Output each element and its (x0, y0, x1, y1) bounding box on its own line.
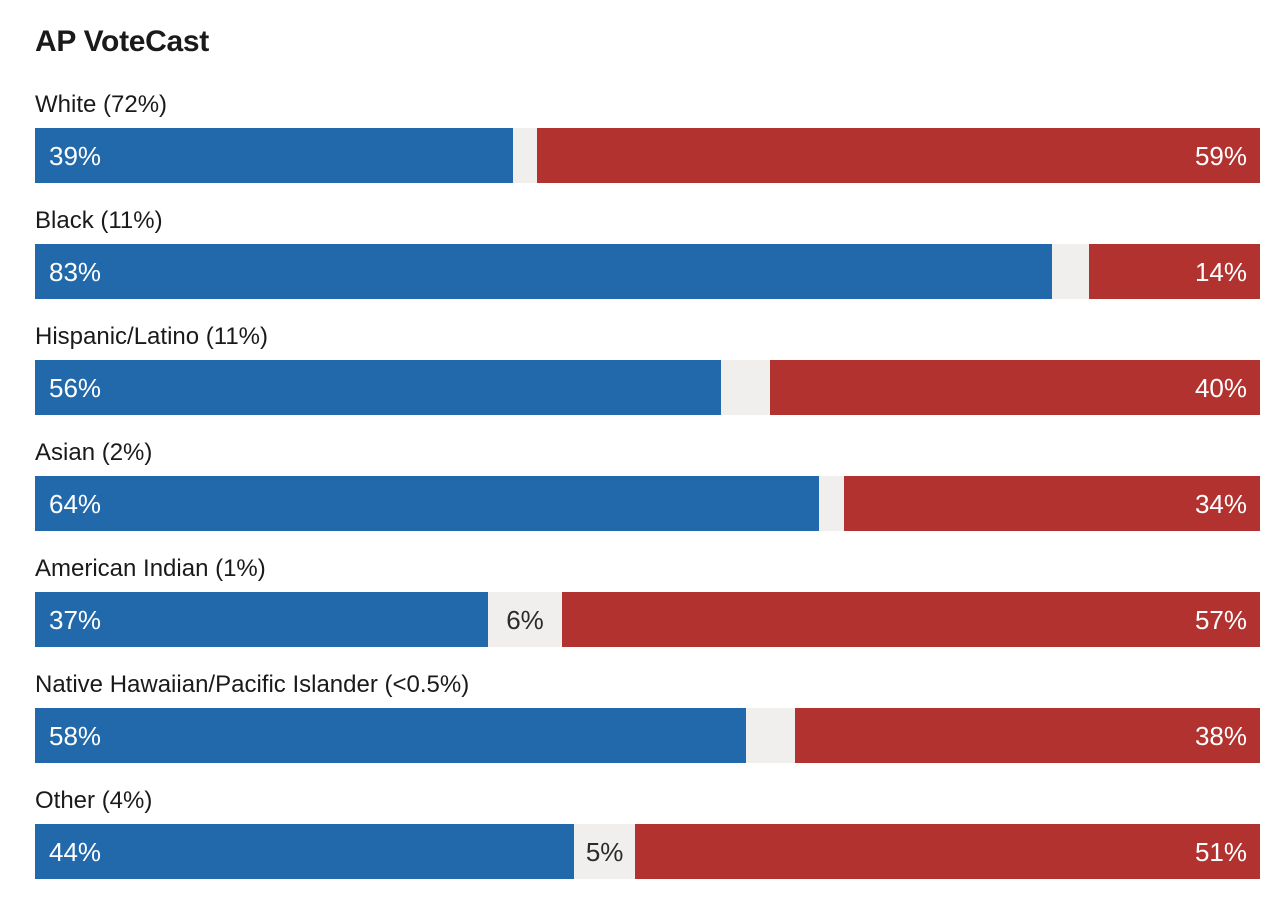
gap-segment (819, 476, 844, 531)
blue-value-label: 39% (49, 142, 102, 169)
blue-bar-segment: 58% (35, 708, 746, 763)
gap-value-label: 5% (585, 838, 624, 865)
group-label: Black (11%) (35, 207, 163, 234)
blue-value-label: 37% (49, 606, 102, 633)
group-label: Other (4%) (35, 787, 153, 814)
gap-segment (745, 708, 795, 763)
blue-bar-segment: 56% (35, 360, 721, 415)
red-value-label: 57% (1194, 606, 1247, 633)
gap-segment: 6% (488, 592, 562, 647)
group-label: American Indian (1%) (35, 555, 266, 582)
red-bar-segment: 38% (794, 708, 1260, 763)
bar-rows: White (72%) 39% 59% Black (11%) 83% 14% (35, 91, 1260, 879)
red-value-label: 59% (1194, 142, 1247, 169)
stacked-bar: 83% 14% (35, 244, 1260, 299)
blue-value-label: 64% (49, 490, 102, 517)
group-label: Hispanic/Latino (11%) (35, 323, 269, 350)
blue-value-label: 58% (49, 722, 102, 749)
gap-segment (512, 128, 538, 183)
stacked-bar: 39% 59% (35, 128, 1260, 183)
demographic-row: Asian (2%) 64% 34% (35, 439, 1260, 531)
blue-bar-segment: 83% (35, 244, 1052, 299)
gap-segment (721, 360, 770, 415)
red-bar-segment: 59% (537, 128, 1260, 183)
chart-title: AP VoteCast (35, 25, 209, 58)
gap-value-label: 6% (506, 606, 544, 633)
red-value-label: 34% (1194, 490, 1247, 517)
blue-bar-segment: 64% (35, 476, 819, 531)
demographic-row: Hispanic/Latino (11%) 56% 40% (35, 323, 1260, 415)
group-label: Native Hawaiian/Pacific Islander (<0.5%) (35, 671, 470, 698)
red-value-label: 51% (1194, 838, 1247, 865)
demographic-row: American Indian (1%) 37% 6% 57% (35, 555, 1260, 647)
stacked-bar: 58% 38% (35, 708, 1260, 763)
gap-segment: 5% (574, 824, 636, 879)
red-value-label: 14% (1194, 258, 1247, 285)
demographic-row: Native Hawaiian/Pacific Islander (<0.5%)… (35, 671, 1260, 763)
red-bar-segment: 51% (635, 824, 1260, 879)
blue-value-label: 56% (49, 374, 102, 401)
red-bar-segment: 14% (1088, 244, 1260, 299)
stacked-bar: 64% 34% (35, 476, 1260, 531)
demographic-row: Other (4%) 44% 5% 51% (35, 787, 1260, 879)
group-label: Asian (2%) (35, 439, 153, 466)
stacked-bar: 37% 6% 57% (35, 592, 1260, 647)
votecast-chart: AP VoteCast White (72%) 39% 59% Black (1… (35, 0, 1260, 879)
red-bar-segment: 34% (843, 476, 1260, 531)
blue-value-label: 44% (49, 838, 102, 865)
red-bar-segment: 57% (561, 592, 1260, 647)
stacked-bar: 56% 40% (35, 360, 1260, 415)
demographic-row: White (72%) 39% 59% (35, 91, 1260, 183)
blue-bar-segment: 44% (35, 824, 574, 879)
gap-segment (1051, 244, 1089, 299)
blue-bar-segment: 39% (35, 128, 513, 183)
group-label: White (72%) (35, 91, 168, 118)
blue-value-label: 83% (49, 258, 102, 285)
stacked-bar: 44% 5% 51% (35, 824, 1260, 879)
red-value-label: 40% (1194, 374, 1247, 401)
red-bar-segment: 40% (770, 360, 1260, 415)
red-value-label: 38% (1194, 722, 1247, 749)
blue-bar-segment: 37% (35, 592, 489, 647)
demographic-row: Black (11%) 83% 14% (35, 207, 1260, 299)
